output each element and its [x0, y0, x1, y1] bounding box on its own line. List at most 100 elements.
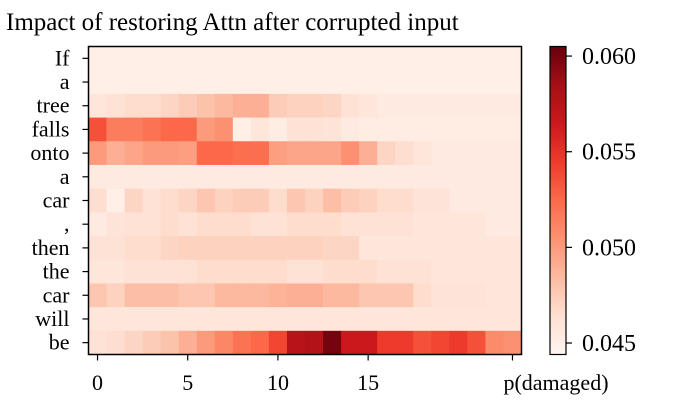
heatmap-cell [323, 188, 342, 213]
heatmap-cell [124, 236, 144, 261]
heatmap-cell [286, 212, 306, 237]
heatmap-cell [485, 188, 504, 213]
heatmap-cell [485, 117, 504, 142]
heatmap-cell [286, 46, 306, 71]
row-label: be [49, 330, 70, 355]
row-label: then [32, 235, 70, 260]
heatmap-cell [250, 93, 270, 118]
heatmap-cell [413, 330, 432, 355]
heatmap-cell [178, 307, 198, 332]
heatmap-cell [341, 117, 360, 142]
heatmap-cell [196, 46, 216, 71]
heatmap-cell [413, 188, 432, 213]
heatmap-cell [503, 236, 522, 261]
heatmap-cell [142, 236, 162, 261]
heatmap-cell [395, 212, 414, 237]
heatmap-cell [124, 259, 144, 284]
heatmap-cell [214, 283, 234, 308]
heatmap-cell [106, 117, 125, 142]
row-label: car [43, 282, 71, 307]
heatmap-cell [142, 164, 162, 190]
heatmap-cell [377, 307, 396, 332]
heatmap-cell [250, 46, 270, 71]
heatmap-cell [268, 117, 288, 142]
heatmap-cell [214, 141, 234, 166]
heatmap-cell [395, 141, 414, 166]
heatmap-cell [485, 330, 504, 355]
heatmap-cell [178, 259, 198, 284]
heatmap-cell [305, 330, 324, 355]
heatmap-cell [449, 188, 468, 213]
heatmap-cell [431, 46, 450, 71]
heatmap-cell [178, 283, 198, 308]
heatmap-cell [431, 330, 450, 355]
heatmap-cell [160, 93, 180, 118]
heatmap-cell [124, 212, 144, 237]
row-label: , [64, 211, 70, 236]
heatmap-cell [106, 236, 125, 261]
heatmap-cell [214, 188, 234, 213]
heatmap-cell [232, 236, 252, 261]
heatmap-cell [88, 188, 107, 213]
heatmap-cell [142, 188, 162, 213]
heatmap-cell [413, 283, 432, 308]
heatmap-cell [503, 212, 522, 237]
heatmap-cell [323, 93, 342, 118]
heatmap-cell [449, 307, 468, 332]
heatmap-cell [305, 117, 324, 142]
heatmap-cell [160, 46, 180, 71]
heatmap-cell [124, 330, 144, 355]
heatmap-cell [377, 164, 396, 190]
heatmap-cell [124, 117, 144, 142]
x-tick-label: 5 [182, 370, 193, 395]
heatmap-cell [106, 212, 125, 237]
heatmap-cell [377, 117, 396, 142]
heatmap-cell [323, 141, 342, 166]
heatmap-cell [395, 307, 414, 332]
heatmap-cell [395, 164, 414, 190]
heatmap-cell [413, 307, 432, 332]
heatmap-cell [250, 283, 270, 308]
heatmap-cell [196, 141, 216, 166]
heatmap-cell [305, 188, 324, 213]
row-label: falls [32, 116, 70, 141]
heatmap-cell [449, 141, 468, 166]
heatmap-cell [377, 236, 396, 261]
heatmap-cell [88, 46, 107, 71]
heatmap-cell [323, 70, 342, 95]
heatmap-cell [196, 307, 216, 332]
heatmap-cell [359, 70, 378, 95]
heatmap-cell [485, 236, 504, 261]
heatmap-cell [467, 164, 486, 190]
heatmap-cell [395, 117, 414, 142]
heatmap-cell [106, 283, 125, 308]
heatmap-cell [395, 330, 414, 355]
heatmap-cell [305, 164, 324, 190]
heatmap-cell [124, 46, 144, 71]
heatmap-cell [88, 307, 107, 332]
heatmap-cell [196, 283, 216, 308]
heatmap-cell [160, 117, 180, 142]
heatmap-cell [214, 259, 234, 284]
heatmap-cell [142, 93, 162, 118]
heatmap-cell [142, 259, 162, 284]
heatmap-cell [305, 141, 324, 166]
heatmap-cell [485, 283, 504, 308]
heatmap-cell [341, 141, 360, 166]
heatmap-cell [286, 259, 306, 284]
colorbar-tick-label: 0.055 [582, 140, 636, 166]
heatmap-cell [178, 141, 198, 166]
heatmap-cell [503, 164, 522, 190]
heatmap-cell [232, 117, 252, 142]
heatmap-cell [503, 93, 522, 118]
heatmap-cell [88, 117, 107, 142]
heatmap-cell [449, 93, 468, 118]
heatmap-cell [268, 141, 288, 166]
heatmap-cell [323, 330, 342, 355]
heatmap-cell [196, 164, 216, 190]
heatmap-cell [214, 117, 234, 142]
heatmap-cell [268, 164, 288, 190]
heatmap-cell [305, 46, 324, 71]
heatmap-cell [160, 188, 180, 213]
